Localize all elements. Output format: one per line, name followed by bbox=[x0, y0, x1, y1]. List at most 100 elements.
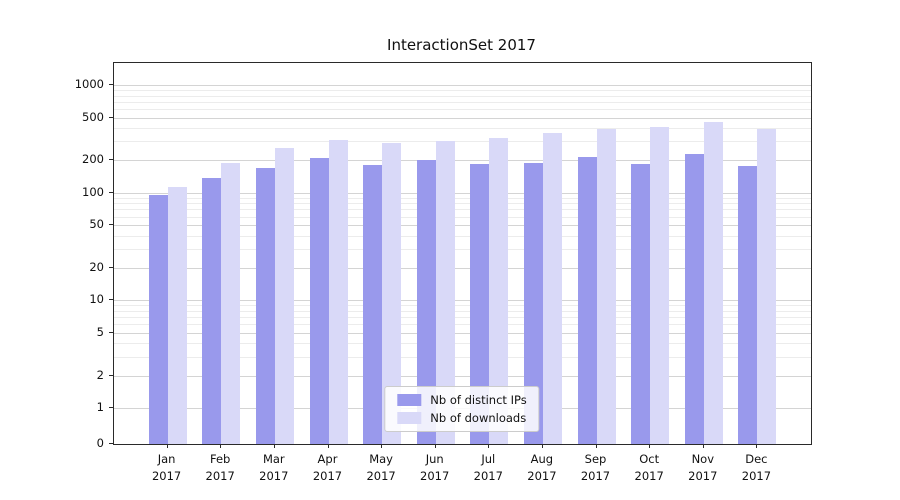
x-tick-mark bbox=[488, 444, 490, 448]
bar-distinct-ips bbox=[523, 163, 543, 444]
bar-downloads bbox=[757, 128, 777, 444]
y-tick-label: 10 bbox=[89, 292, 104, 307]
gridline-minor bbox=[114, 305, 811, 307]
y-tick-label: 20 bbox=[89, 260, 104, 274]
y-tick-mark bbox=[109, 224, 113, 226]
gridline-minor bbox=[114, 317, 811, 318]
x-tick-label: May 2017 bbox=[366, 452, 396, 483]
gridline-major bbox=[114, 375, 811, 377]
gridline-major bbox=[114, 225, 811, 227]
x-tick-label: Dec 2017 bbox=[741, 452, 772, 483]
gridline-major bbox=[114, 332, 811, 334]
bar-downloads bbox=[703, 122, 723, 444]
gridline-minor bbox=[114, 109, 811, 110]
gridline-minor bbox=[114, 90, 811, 91]
bar-downloads bbox=[542, 132, 562, 444]
legend-item: Nb of distinct IPs bbox=[397, 393, 527, 407]
x-tick-label: Feb 2017 bbox=[205, 452, 235, 483]
gridline-minor bbox=[114, 95, 811, 97]
chart-title: InteractionSet 2017 bbox=[387, 36, 536, 54]
plot-area bbox=[113, 62, 812, 445]
y-tick-mark bbox=[109, 407, 113, 408]
bar-distinct-ips bbox=[363, 165, 383, 444]
x-tick-mark bbox=[541, 444, 543, 448]
x-tick-label: Jul 2017 bbox=[473, 452, 503, 483]
gridline-minor bbox=[114, 310, 811, 312]
gridline-minor bbox=[114, 203, 811, 205]
gridline-minor bbox=[114, 216, 811, 218]
gridline-minor bbox=[114, 209, 811, 211]
y-tick-label: 100 bbox=[82, 184, 104, 199]
x-tick-mark bbox=[434, 444, 436, 448]
x-tick-mark bbox=[381, 444, 383, 448]
y-tick-mark bbox=[109, 116, 113, 118]
y-tick-mark bbox=[109, 159, 113, 161]
gridline-major bbox=[114, 268, 811, 269]
x-tick-mark bbox=[595, 444, 597, 448]
gridline-minor bbox=[114, 141, 811, 143]
x-tick-label: Nov 2017 bbox=[688, 452, 718, 483]
bar-downloads bbox=[328, 139, 348, 444]
bar-distinct-ips bbox=[470, 164, 490, 444]
bar-distinct-ips bbox=[631, 163, 651, 444]
gridline-major bbox=[114, 192, 811, 194]
x-tick-mark bbox=[327, 444, 329, 448]
bar-downloads bbox=[596, 128, 616, 444]
y-tick-mark bbox=[109, 299, 113, 301]
legend-swatch bbox=[397, 412, 422, 424]
gridline-minor bbox=[114, 101, 811, 103]
gridline-major bbox=[114, 160, 811, 162]
x-tick-label: Jun 2017 bbox=[420, 452, 450, 483]
y-tick-label: 0 bbox=[96, 436, 104, 450]
bar-distinct-ips bbox=[738, 165, 758, 444]
bar-distinct-ips bbox=[416, 160, 436, 444]
gridline-minor bbox=[114, 343, 811, 345]
x-tick-label: Mar 2017 bbox=[259, 452, 289, 483]
gridline-minor bbox=[114, 249, 811, 250]
x-tick-label: Jan 2017 bbox=[151, 452, 182, 483]
y-tick-mark bbox=[109, 84, 113, 86]
gridline-minor bbox=[114, 324, 811, 326]
x-tick-label: Oct 2017 bbox=[634, 452, 664, 483]
gridline-minor bbox=[114, 197, 811, 199]
legend-item: Nb of downloads bbox=[397, 411, 526, 425]
bar-downloads bbox=[650, 127, 670, 444]
bar-downloads bbox=[435, 141, 455, 444]
x-tick-mark bbox=[220, 444, 222, 448]
bar-downloads bbox=[167, 187, 187, 444]
y-tick-label: 50 bbox=[89, 217, 104, 232]
bar-downloads bbox=[274, 148, 294, 444]
legend: Nb of distinct IPs Nb of downloads bbox=[384, 386, 540, 432]
x-tick-mark bbox=[702, 444, 704, 448]
bar-distinct-ips bbox=[309, 157, 329, 444]
x-tick-mark bbox=[649, 444, 651, 448]
gridline-major bbox=[114, 117, 811, 119]
x-tick-label: Aug 2017 bbox=[527, 452, 557, 483]
legend-label: Nb of distinct IPs bbox=[430, 393, 527, 407]
x-tick-label: Sep 2017 bbox=[580, 452, 611, 483]
y-tick-mark bbox=[109, 191, 113, 193]
bar-distinct-ips bbox=[684, 153, 704, 444]
gridline-major bbox=[114, 85, 811, 87]
x-tick-label: Apr 2017 bbox=[312, 452, 343, 483]
gridline-minor bbox=[114, 127, 811, 129]
y-tick-mark bbox=[109, 374, 113, 376]
gridline-minor bbox=[114, 356, 811, 358]
y-tick-label: 500 bbox=[82, 109, 104, 124]
y-tick-label: 5 bbox=[96, 324, 104, 339]
y-tick-label: 1 bbox=[96, 400, 104, 414]
gridline-minor bbox=[114, 235, 811, 237]
bar-distinct-ips bbox=[148, 195, 168, 444]
x-tick-mark bbox=[166, 444, 168, 448]
bar-downloads bbox=[489, 137, 509, 444]
y-tick-label: 200 bbox=[82, 152, 104, 167]
legend-label: Nb of downloads bbox=[430, 411, 527, 425]
y-tick-mark bbox=[109, 331, 113, 333]
x-tick-mark bbox=[756, 444, 758, 448]
x-tick-mark bbox=[273, 444, 275, 448]
y-tick-label: 1000 bbox=[74, 77, 104, 92]
bar-distinct-ips bbox=[255, 167, 275, 444]
bar-distinct-ips bbox=[202, 177, 222, 444]
y-tick-mark bbox=[109, 267, 113, 268]
